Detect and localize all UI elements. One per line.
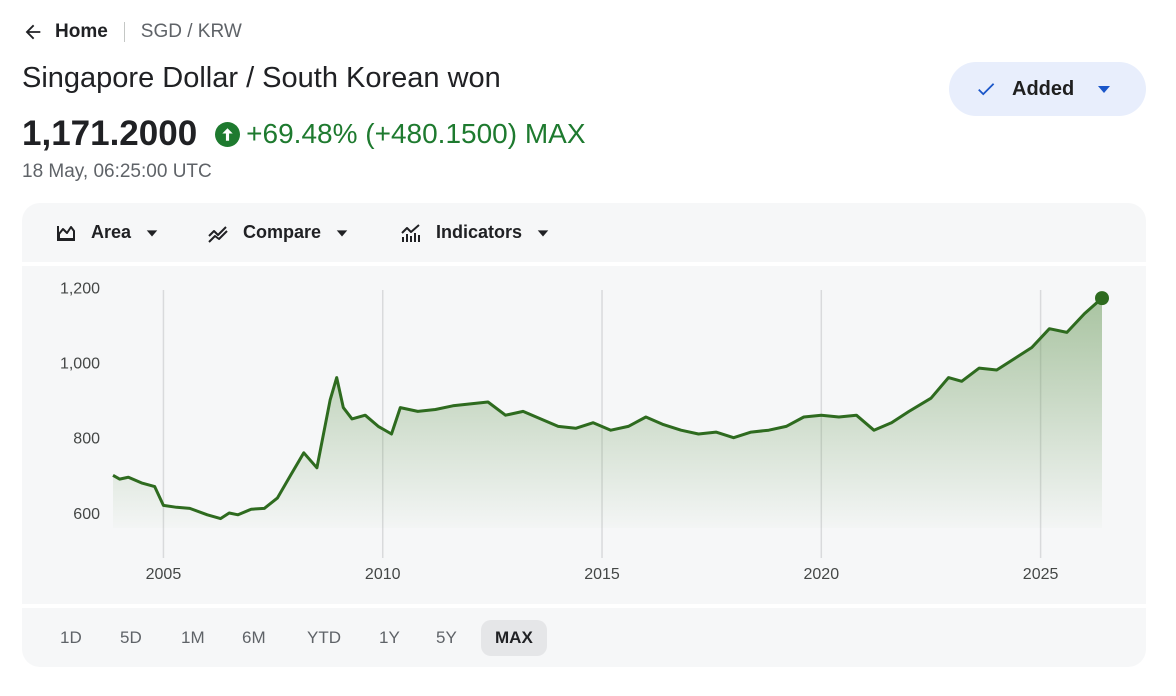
watchlist-added-label: Added <box>1012 77 1075 100</box>
quote-row: 1,171.2000 +69.48% (+480.1500) MAX <box>22 112 586 156</box>
range-button-1m[interactable]: 1M <box>181 628 205 647</box>
breadcrumb-home-link[interactable]: Home <box>55 21 108 42</box>
y-tick-label: 1,200 <box>60 280 100 297</box>
chart-last-point <box>1095 291 1109 306</box>
compare-icon <box>206 221 230 245</box>
indicators-label: Indicators <box>436 222 523 242</box>
range-button-6m[interactable]: 6M <box>242 628 266 647</box>
chart-series-line <box>112 296 1103 521</box>
watchlist-added-button[interactable]: Added <box>949 62 1146 116</box>
price-chart-svg: 600 800 1,000 1,200 2005 2010 2015 2020 2025 <box>60 280 1109 583</box>
y-tick-label: 1,000 <box>60 356 100 373</box>
caret-down-icon <box>536 226 550 240</box>
indicators-dropdown[interactable]: Indicators <box>399 203 550 262</box>
x-tick-label: 2010 <box>365 566 401 583</box>
price-chart[interactable]: 600 800 1,000 1,200 2005 2010 2015 2020 2025 <box>22 266 1146 604</box>
breadcrumb: Home SGD / KRW <box>22 18 242 46</box>
breadcrumb-current-pair: SGD / KRW <box>140 21 242 42</box>
indicators-icon <box>399 221 423 245</box>
caret-down-icon <box>1096 81 1112 97</box>
price-change: +69.48% (+480.1500) MAX <box>246 118 586 149</box>
chart-toolbar: Area Compare Indicators <box>22 203 1146 262</box>
range-button-1y[interactable]: 1Y <box>379 628 400 647</box>
range-button-max[interactable]: MAX <box>481 620 547 656</box>
quote-timestamp: 18 May, 06:25:00 UTC <box>22 161 212 182</box>
arrow-up-circle-icon <box>215 121 241 147</box>
time-range-selector: 1D 5D 1M 6M YTD 1Y 5Y MAX <box>22 608 1146 667</box>
check-icon <box>975 78 997 100</box>
chart-type-dropdown[interactable]: Area <box>54 203 159 262</box>
current-price: 1,171.2000 <box>22 114 198 153</box>
chart-type-label: Area <box>91 222 132 242</box>
y-tick-label: 800 <box>73 431 100 448</box>
chart-area-fill <box>113 298 1102 528</box>
range-button-5d[interactable]: 5D <box>120 628 142 647</box>
range-button-ytd[interactable]: YTD <box>307 628 341 647</box>
x-tick-label: 2015 <box>584 566 620 583</box>
x-tick-label: 2025 <box>1023 566 1059 583</box>
y-tick-label: 600 <box>73 506 100 523</box>
compare-label: Compare <box>243 222 322 242</box>
area-chart-icon <box>54 221 78 245</box>
x-tick-label: 2020 <box>804 566 840 583</box>
range-button-1d[interactable]: 1D <box>60 628 82 647</box>
compare-dropdown[interactable]: Compare <box>206 203 349 262</box>
breadcrumb-divider <box>123 22 125 42</box>
caret-down-icon <box>335 226 349 240</box>
caret-down-icon <box>145 226 159 240</box>
x-tick-label: 2005 <box>146 566 182 583</box>
page-title: Singapore Dollar / South Korean won <box>22 62 501 94</box>
arrow-left-icon[interactable] <box>22 21 44 43</box>
range-button-5y[interactable]: 5Y <box>436 628 457 647</box>
